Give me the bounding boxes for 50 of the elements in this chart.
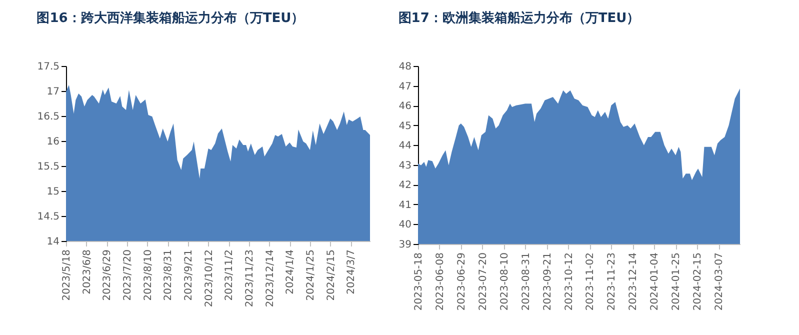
x-tick-label: 2023-12-14 xyxy=(628,252,640,311)
y-tick-label: 15.5 xyxy=(37,162,60,172)
x-tick-label: 2023/11/2 xyxy=(224,250,236,301)
x-tick-label: 2023/6/8 xyxy=(82,250,93,294)
x-tick-label: 2023-09-21 xyxy=(542,252,554,311)
x-tick-label: 2024-01-25 xyxy=(671,252,682,311)
y-tick-label: 42 xyxy=(398,180,412,192)
chart-title: 图16：跨大西洋集装箱船运力分布（万TEU） xyxy=(36,10,304,26)
y-tick-label: 46 xyxy=(398,101,412,112)
y-tick-label: 14.5 xyxy=(37,212,60,222)
y-tick-label: 39 xyxy=(398,240,412,250)
y-tick-label: 40 xyxy=(398,220,412,231)
x-tick-label: 2023-06-08 xyxy=(434,252,446,311)
y-tick-label: 43 xyxy=(398,160,412,172)
x-tick-label: 2024-01-04 xyxy=(650,252,661,311)
x-tick-label: 2023-07-20 xyxy=(478,252,489,311)
x-tick-label: 2023-11-02 xyxy=(585,252,596,311)
x-tick-label: 2023-05-18 xyxy=(414,252,424,311)
x-tick-label: 2023/9/21 xyxy=(183,250,194,301)
x-tick-label: 2024-03-07 xyxy=(714,252,726,311)
chart-title: 图17：欧洲集装箱船运力分布（万TEU） xyxy=(398,10,640,26)
x-tick-label: 2023/8/31 xyxy=(163,250,174,301)
y-tick-label: 45 xyxy=(398,120,412,132)
x-tick-label: 2024/1/4 xyxy=(285,250,296,294)
x-tick-label: 2023-11-23 xyxy=(606,252,618,311)
y-tick-label: 48 xyxy=(398,62,412,72)
x-tick-label: 2023-08-31 xyxy=(520,252,532,311)
x-tick-label: 2023/12/14 xyxy=(264,250,276,308)
y-tick-label: 47 xyxy=(398,81,412,92)
x-tick-label: 2024-02-15 xyxy=(692,252,704,311)
x-tick-label: 2023-06-29 xyxy=(456,252,468,311)
y-tick-label: 44 xyxy=(398,140,412,152)
x-tick-label: 2024/2/15 xyxy=(326,250,337,301)
x-tick-label: 2024/1/25 xyxy=(305,250,316,301)
x-tick-label: 2024/3/7 xyxy=(346,250,358,294)
y-tick-label: 41 xyxy=(398,200,412,211)
x-tick-label: 2023/8/10 xyxy=(142,250,154,301)
y-tick-label: 14 xyxy=(46,236,60,248)
y-tick-label: 16 xyxy=(46,136,60,148)
x-tick-label: 2023/7/20 xyxy=(122,250,134,301)
y-tick-label: 17.5 xyxy=(37,62,60,72)
x-tick-label: 2023/6/29 xyxy=(102,250,114,301)
y-tick-label: 16.5 xyxy=(37,112,60,122)
x-tick-label: 2023-08-10 xyxy=(499,252,510,311)
x-tick-label: 2023/5/18 xyxy=(62,250,72,301)
x-tick-label: 2023/10/12 xyxy=(204,250,215,308)
y-tick-label: 15 xyxy=(46,186,60,198)
x-tick-label: 2023-10-12 xyxy=(564,252,575,311)
y-tick-label: 17 xyxy=(46,86,60,98)
x-tick-label: 2023/11/23 xyxy=(244,250,256,308)
